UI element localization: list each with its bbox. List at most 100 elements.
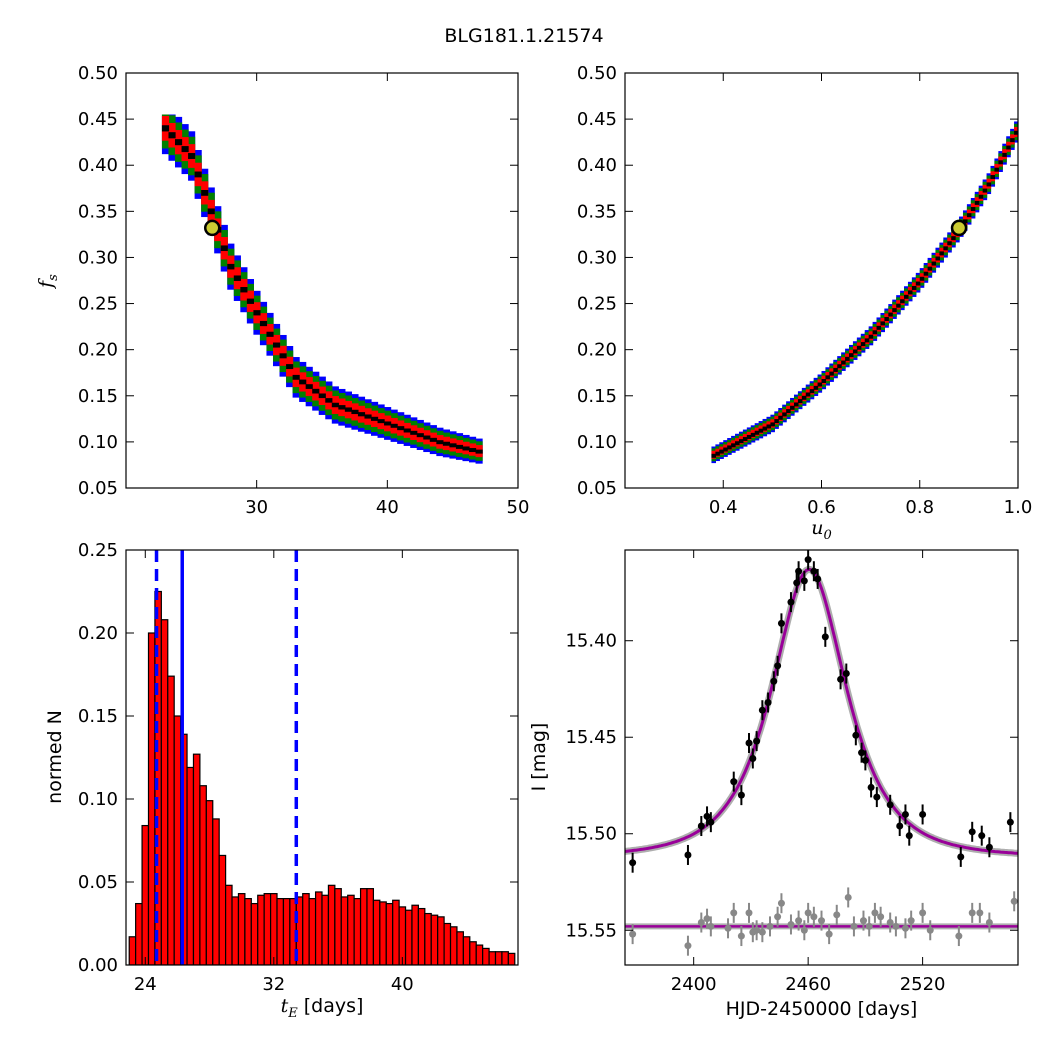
histogram-bar (462, 936, 471, 965)
y-tick-label: 0.25 (78, 540, 118, 561)
heatmap-cell-core (951, 236, 956, 241)
histogram-bar (456, 931, 464, 965)
y-axis-label: fs (35, 274, 61, 290)
x-tick-label: 0.6 (807, 497, 836, 518)
y-tick-label: 0.15 (78, 706, 118, 727)
residual-point (730, 909, 738, 917)
data-point (919, 810, 927, 818)
heatmap-cell-core (161, 125, 170, 132)
heatmap-cell-core (994, 167, 999, 172)
heatmap-cell-core (1002, 152, 1007, 157)
y-tick-label: 0.50 (78, 63, 118, 84)
heatmap-cell-core (175, 139, 183, 146)
histogram-bar (192, 753, 201, 965)
residual-point (886, 919, 894, 927)
heatmap-cell-core (331, 402, 339, 408)
data-point (905, 832, 913, 840)
heatmap-cell-core (931, 261, 937, 266)
residual-point (850, 922, 858, 930)
heatmap-cell-core (723, 447, 728, 452)
x-axis-label: HJD-2450000 [days] (726, 998, 918, 1020)
plot-frame (125, 72, 519, 489)
heatmap-cell-core (821, 379, 827, 384)
heatmap-cell-core (371, 416, 379, 421)
histogram-bar (225, 884, 233, 965)
y-tick-label: 0.30 (577, 247, 617, 268)
histogram-bars (128, 550, 516, 965)
histogram-bar (488, 951, 497, 965)
heatmap-cell-core (384, 421, 392, 426)
histogram-bar (398, 906, 407, 965)
histogram-bar (237, 893, 246, 965)
histogram-bar (282, 897, 291, 965)
heatmap-cell-core (455, 444, 464, 449)
y-tick-label: 0.30 (78, 247, 118, 268)
residual-point (753, 926, 761, 934)
heatmap-cell-core (825, 375, 830, 380)
heatmap-cell-core (904, 294, 909, 299)
histogram-bar (469, 941, 477, 965)
histogram-bar (424, 912, 432, 965)
histogram-bar (250, 902, 259, 965)
data-point (770, 677, 778, 685)
y-tick-label: 0.00 (78, 955, 118, 976)
heatmap-cell-core (943, 246, 948, 251)
heatmap-cell-core (829, 371, 834, 376)
x-tick-label: 0.8 (905, 497, 934, 518)
data-point (861, 756, 869, 764)
residual-point (697, 919, 705, 927)
residual-point (892, 922, 900, 930)
residual-point (919, 909, 927, 917)
heatmap-cell-core (299, 379, 307, 385)
heatmap-cell-core (423, 435, 431, 440)
histogram-bar (385, 902, 394, 965)
heatmap-cell-core (786, 409, 791, 414)
histogram-bar (212, 818, 220, 965)
heatmap-cell-core (292, 374, 300, 380)
histogram-bar (366, 888, 375, 965)
residual-point (825, 930, 833, 938)
residual-point (985, 919, 993, 927)
heatmap-cell-core (240, 287, 248, 293)
data-point (737, 791, 745, 799)
histogram-bar (302, 893, 310, 965)
histogram-bar (501, 951, 509, 965)
heatmap-cell-core (410, 430, 418, 435)
heatmap-cell-core (876, 325, 882, 330)
heatmap-cell-core (915, 281, 921, 286)
histogram-bar (347, 894, 355, 965)
x-tick-label: 40 (391, 974, 414, 995)
heatmap-cell-core (900, 299, 905, 304)
x-axis-label-subscript: E (287, 1006, 298, 1021)
residual-point (684, 942, 692, 950)
residual-point (707, 922, 715, 930)
y-tick-label: 0.20 (78, 340, 118, 361)
y-tick-label: 0.40 (577, 155, 617, 176)
heatmap-cell-core (892, 308, 897, 313)
data-point (707, 818, 715, 826)
best-fit-marker (203, 219, 221, 237)
histogram-bar (218, 854, 227, 965)
heatmap-cell-core (766, 424, 772, 429)
y-tick-label: 0.25 (78, 294, 118, 315)
plot-frame (125, 549, 519, 966)
histogram-bar (359, 888, 368, 965)
heatmap-cell-core (253, 310, 261, 316)
heatmap-cell-core (884, 316, 889, 321)
heatmap-cell-core (923, 271, 929, 276)
heatmap-cell-core (168, 132, 176, 139)
heatmap-cell-core (201, 189, 209, 196)
heatmap-cell-core (318, 393, 326, 399)
heatmap-cell-core (911, 285, 917, 290)
heatmap-cell-core (947, 241, 952, 246)
y-axis-label: I [mag] (528, 723, 550, 792)
histogram-bar (321, 894, 330, 965)
residual-point (877, 913, 885, 921)
heatmap-cell-core (896, 303, 901, 308)
panel-tE-histogram: 24 32 40 0.00 0.05 0.10 0.15 0.20 0.25 normed N tE… (44, 540, 519, 1021)
heatmap-cell-core (1014, 130, 1018, 135)
residual-point (1010, 897, 1018, 905)
data-point (867, 783, 875, 791)
histogram-bar (128, 936, 137, 965)
